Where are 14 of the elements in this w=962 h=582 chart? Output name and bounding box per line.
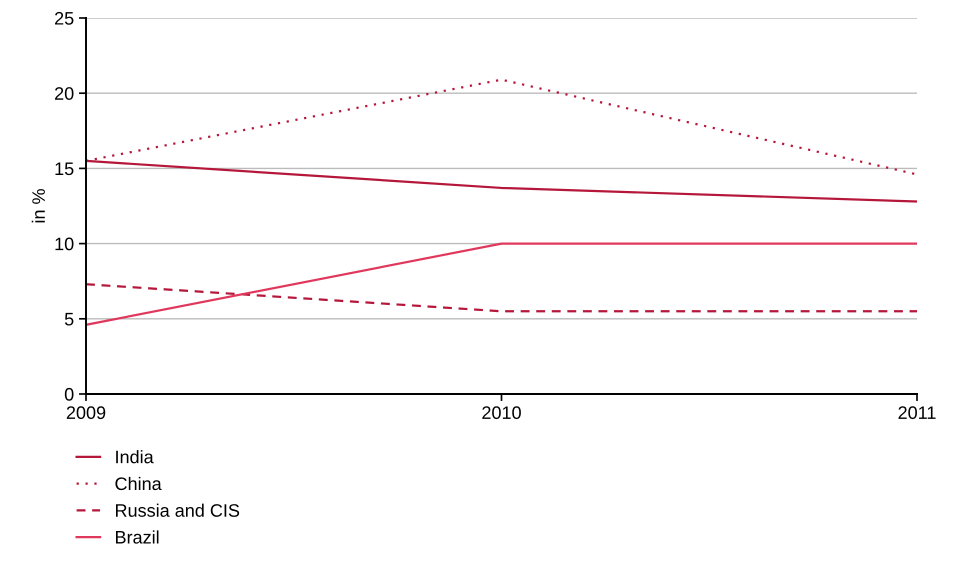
y-tick-label: 25 <box>55 12 74 25</box>
x-tick-label: 2009 <box>66 406 106 420</box>
x-tick-label: 2011 <box>898 406 936 420</box>
y-tick-label: 15 <box>55 162 74 176</box>
legend-label: China <box>115 476 162 490</box>
y-tick-label: 20 <box>55 87 74 100</box>
y-tick-label: 5 <box>64 312 74 326</box>
y-axis-title: in % <box>32 189 45 222</box>
legend-label: Brazil <box>116 530 158 544</box>
legend-label: Russia and CIS <box>116 504 240 517</box>
y-tick-label: 10 <box>55 238 74 250</box>
legend-label: India <box>116 450 154 464</box>
x-tick-label: 2010 <box>482 406 521 420</box>
y-tick-label: 0 <box>64 388 74 401</box>
